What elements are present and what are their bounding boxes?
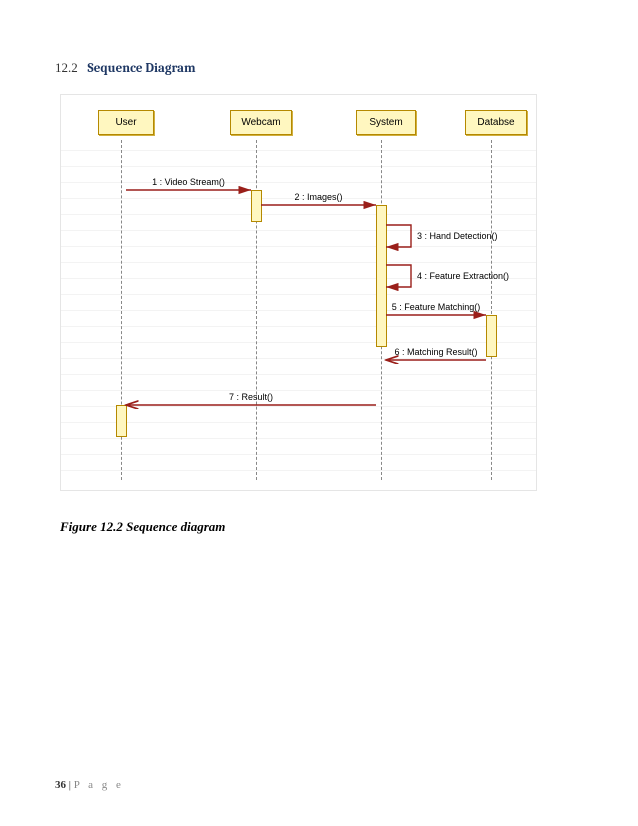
section-heading: 12.2 Sequence Diagram	[55, 60, 593, 76]
sequence-diagram: UserWebcamSystemDatabse1 : Video Stream(…	[60, 94, 537, 491]
section-number: 12.2	[55, 60, 78, 75]
page-number: 36	[55, 779, 66, 791]
section-title: Sequence Diagram	[88, 61, 196, 76]
page-footer: 36 | P a g e	[55, 779, 124, 791]
document-page: 12.2 Sequence Diagram UserWebcamSystemDa…	[0, 0, 638, 826]
page-label: P a g e	[74, 779, 124, 791]
figure-caption: Figure 12.2 Sequence diagram	[60, 519, 593, 535]
